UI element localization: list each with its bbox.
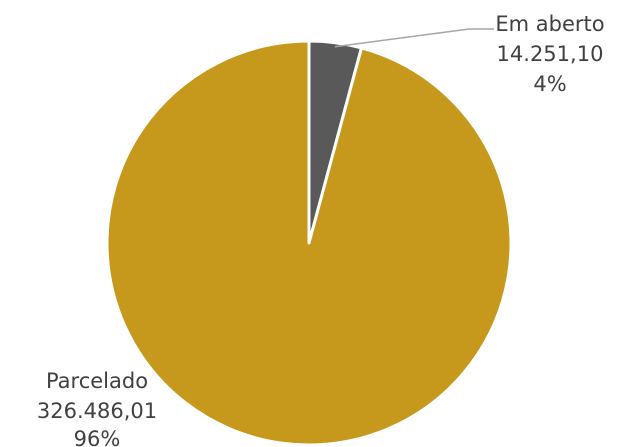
data-label-em-aberto-percent: 4% — [533, 72, 566, 96]
data-label-parcelado-value: 326.486,01 — [37, 399, 157, 423]
data-label-parcelado-name: Parcelado — [46, 369, 148, 393]
leader-line-em-aberto — [334, 28, 470, 48]
pie-slice-parcelado — [105, 39, 513, 447]
data-label-em-aberto-name: Em aberto — [495, 12, 604, 36]
pie-slices — [105, 39, 513, 447]
data-label-em-aberto-value: 14.251,10 — [497, 42, 604, 66]
data-label-parcelado-percent: 96% — [74, 427, 121, 447]
